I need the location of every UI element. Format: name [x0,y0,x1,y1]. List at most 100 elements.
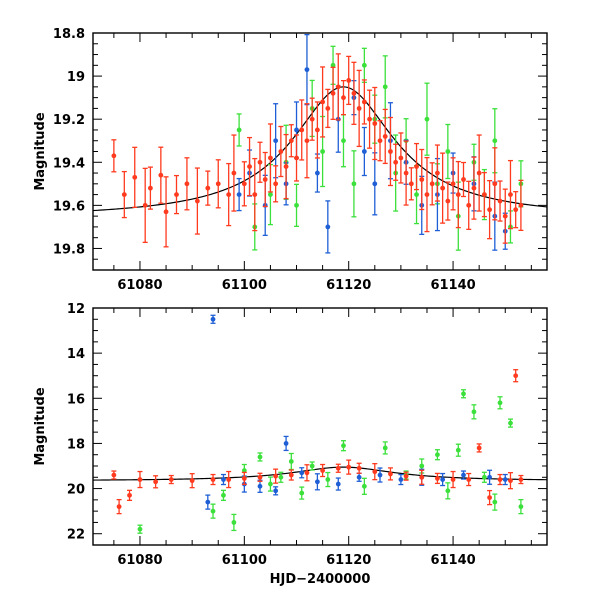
point-green-top [294,183,300,228]
point-red-top [226,162,232,227]
point-red-bottom [241,471,247,486]
point-green-bottom [518,498,524,515]
point-red-bottom [226,470,232,489]
point-red-top [335,53,341,121]
point-red-top [513,191,519,229]
point-blue-bottom [205,494,211,510]
point-red-top [132,146,138,209]
point-red-bottom [476,443,482,453]
point-blue-top [236,177,242,212]
point-red-top [356,69,362,148]
point-green-bottom [461,389,467,399]
series-green-bottom [137,389,524,534]
plot-area-bottom [93,314,547,534]
point-red-top [330,66,336,120]
point-red-top [158,146,164,204]
point-red-bottom [487,489,493,506]
y-tick-label-bottom: 14 [67,347,85,362]
point-red-top [194,167,200,235]
point-red-bottom [127,489,133,501]
point-red-top [163,176,169,248]
point-green-top [340,114,346,168]
point-red-top [294,134,300,182]
point-blue-bottom [220,473,226,486]
point-green-bottom [220,489,226,501]
point-red-bottom [372,462,378,481]
point-green-top [424,82,430,156]
point-red-top [247,136,253,197]
point-red-top [351,61,357,125]
point-red-bottom [257,472,263,482]
point-blue-bottom [314,473,320,491]
point-blue-bottom [502,473,508,486]
point-red-top [434,144,440,202]
panel-top-light-curve-zoom: 61080 61100 61120 61140 18.8 19 19.2 19.4 19.6 19… [33,27,548,293]
point-blue-bottom [335,477,341,491]
point-red-top [419,148,425,211]
point-red-top [205,170,211,206]
point-red-top [340,79,346,116]
point-red-bottom [168,474,174,485]
point-red-top [320,66,326,138]
x-tick-label-top: 61120 [326,278,371,293]
point-blue-top [361,126,367,177]
point-red-bottom [497,473,503,486]
point-green-bottom [267,476,273,492]
series-red-top [111,53,524,248]
model-curve-bottom [93,466,547,481]
point-red-bottom [111,470,117,480]
point-red-top [215,159,221,209]
model-curve-top [93,86,547,212]
point-blue-bottom [257,479,263,493]
series-red-bottom [111,369,524,515]
y-tick-label-top: 19.4 [53,156,85,171]
point-red-top [476,134,482,212]
point-red-bottom [419,469,425,485]
point-blue-bottom [461,470,467,480]
y-tick-label-bottom: 12 [67,302,85,317]
point-red-top [231,134,237,212]
point-green-top [445,123,451,180]
point-green-top [351,150,357,218]
point-red-top [241,161,247,207]
point-red-top [173,174,179,215]
point-green-bottom [445,482,451,500]
y-tick-label-bottom: 20 [67,483,85,498]
point-red-top [309,97,315,141]
x-tick-label-bottom: 61100 [222,553,267,568]
point-green-bottom [325,471,331,488]
point-red-bottom [304,464,310,482]
point-red-top [267,123,273,193]
point-red-top [429,162,435,206]
point-red-bottom [137,470,143,489]
point-green-top [361,47,367,83]
point-red-top [414,142,420,191]
y-tick-label-top: 18.8 [53,27,85,42]
point-red-bottom [434,472,440,485]
point-green-top [236,113,242,147]
x-tick-label-top: 61080 [117,278,162,293]
point-red-top [424,156,430,233]
point-blue-bottom [283,435,289,452]
point-blue-top [314,153,320,193]
point-blue-bottom [299,467,305,479]
point-red-top [440,152,446,224]
y-axis-label-bottom: Magnitude [33,387,48,466]
point-red-top [367,89,373,149]
point-red-top [304,103,310,179]
point-red-top [393,143,399,181]
point-red-top [283,133,289,200]
point-red-bottom [450,470,456,489]
point-red-top [361,79,367,125]
point-red-bottom [356,462,362,474]
x-tick-label-bottom: 61080 [117,553,162,568]
y-tick-label-top: 19.2 [53,113,85,128]
point-red-top [487,180,493,240]
point-red-top [325,88,331,129]
point-red-top [502,188,508,244]
point-red-top [252,157,258,232]
point-blue-top [372,152,378,216]
point-red-top [518,179,524,232]
point-red-bottom [116,498,122,515]
